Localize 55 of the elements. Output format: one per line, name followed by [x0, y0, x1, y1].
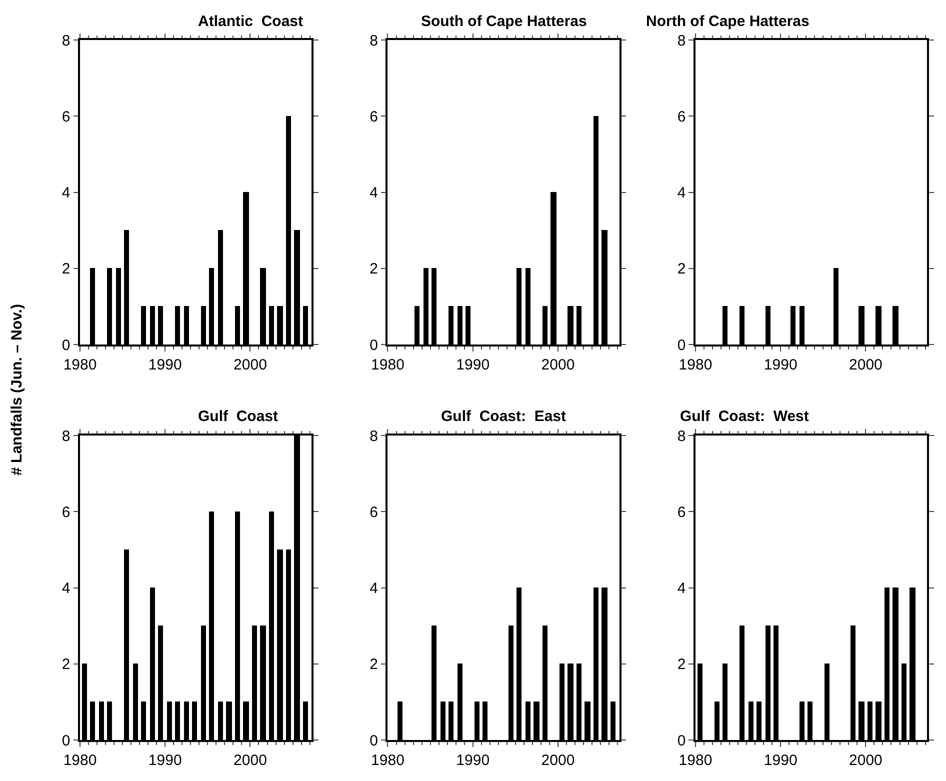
y-tick-label: 8: [677, 32, 686, 50]
x-tick-label: 1980: [678, 356, 712, 374]
y-tick-label: 8: [370, 428, 378, 445]
y-tick-label: 6: [370, 108, 378, 126]
chart-title: Atlantic Coast: [198, 13, 304, 30]
y-tick-label: 4: [677, 184, 686, 202]
chart-title: Gulf Coast: East: [441, 408, 566, 425]
x-tick-label: 1980: [678, 752, 712, 769]
y-tick-label: 0: [370, 336, 378, 354]
y-tick-label: 2: [62, 260, 70, 278]
y-tick-label: 6: [677, 108, 686, 126]
y-tick-label: 6: [62, 504, 70, 521]
x-tick-label: 1990: [148, 356, 182, 374]
chart-title: North of Cape Hatteras: [646, 13, 810, 30]
y-tick-label: 8: [62, 428, 70, 445]
y-tick-label: 2: [370, 260, 378, 278]
chart-title: South of Cape Hatteras: [421, 13, 587, 30]
y-tick-label: 8: [370, 32, 378, 50]
y-tick-label: 2: [62, 656, 70, 674]
x-tick-label: 1980: [63, 356, 97, 374]
x-tick-label: 1990: [764, 356, 798, 374]
y-tick-label: 0: [677, 336, 686, 354]
y-tick-label: 2: [370, 656, 378, 674]
x-tick-label: 1980: [371, 752, 404, 769]
y-tick-label: 6: [677, 504, 686, 521]
x-tick-label: 2000: [849, 752, 882, 769]
x-tick-label: 2000: [234, 752, 267, 769]
x-tick-label: 1990: [148, 752, 182, 769]
y-tick-label: 4: [62, 184, 70, 202]
chart-title: Gulf Coast: West: [680, 408, 809, 425]
x-tick-label: 1990: [456, 752, 490, 769]
y-tick-label: 0: [370, 732, 378, 750]
y-tick-label: 0: [62, 732, 70, 750]
y-tick-label: 2: [677, 260, 686, 278]
y-tick-label: 6: [370, 504, 378, 521]
chart-title: Gulf Coast: [198, 408, 278, 425]
x-tick-label: 2000: [234, 356, 267, 374]
x-tick-label: 1980: [371, 356, 404, 374]
y-tick-label: 0: [677, 732, 686, 750]
y-tick-label: 4: [677, 580, 686, 597]
x-tick-label: 2000: [541, 356, 575, 374]
y-tick-label: 4: [370, 580, 378, 597]
y-tick-label: 2: [677, 656, 686, 674]
y-tick-label: 4: [370, 184, 378, 202]
x-tick-label: 1980: [63, 752, 97, 769]
y-tick-label: 4: [62, 580, 70, 597]
y-tick-label: 0: [62, 336, 70, 354]
x-tick-label: 1990: [764, 752, 798, 769]
x-tick-label: 2000: [849, 356, 882, 374]
y-tick-label: 8: [677, 428, 686, 445]
x-tick-label: 1990: [456, 356, 490, 374]
y-tick-label: 6: [62, 108, 70, 126]
y-axis-title: # Landfalls (Jun. – Nov.): [8, 304, 26, 476]
x-tick-label: 2000: [541, 752, 575, 769]
y-tick-label: 8: [62, 32, 70, 50]
